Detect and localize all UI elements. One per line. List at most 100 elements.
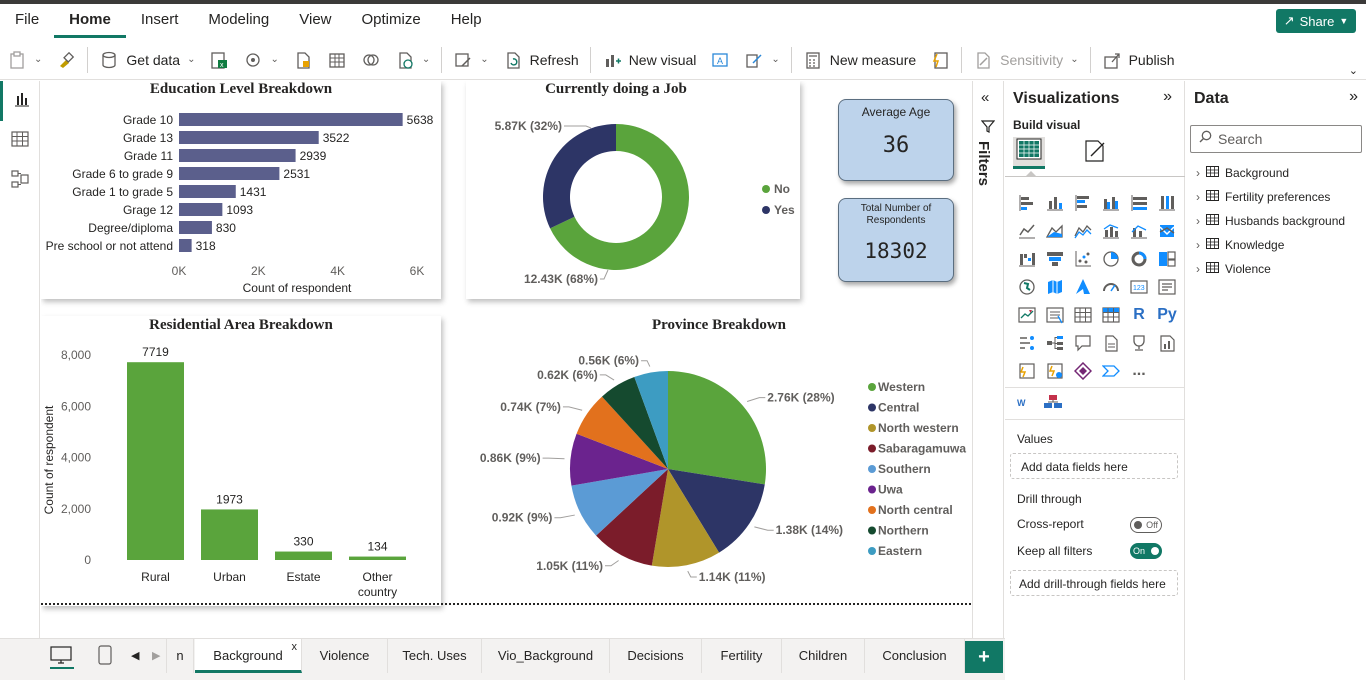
sql-button[interactable] xyxy=(286,44,320,76)
stacked-area-chart-icon[interactable] xyxy=(1069,217,1097,245)
enter-data-button[interactable] xyxy=(320,44,354,76)
mobile-layout-button[interactable] xyxy=(98,645,112,670)
excel-button[interactable]: x xyxy=(202,44,236,76)
treemap-icon[interactable] xyxy=(1153,245,1181,273)
clustered-column-chart-icon[interactable] xyxy=(1097,189,1125,217)
share-button[interactable]: ↗ Share ▼ xyxy=(1276,9,1356,33)
model-view-button[interactable] xyxy=(0,161,40,201)
refresh-button[interactable]: Refresh xyxy=(496,44,586,76)
dataverse-button[interactable] xyxy=(354,44,388,76)
table-item-fertility[interactable]: › Fertility preferences xyxy=(1196,185,1345,209)
table-item-violence[interactable]: › Violence xyxy=(1196,257,1345,281)
drill-through-drop-zone[interactable]: Add drill-through fields here xyxy=(1010,570,1178,596)
slicer-icon[interactable] xyxy=(1041,301,1069,329)
tab-children[interactable]: Children xyxy=(782,639,865,673)
line-and-column-icon[interactable] xyxy=(1097,217,1125,245)
recent-sources-button[interactable]: ⌄ xyxy=(388,44,437,76)
cross-report-toggle[interactable]: Off xyxy=(1130,517,1162,533)
desktop-layout-button[interactable] xyxy=(50,645,74,669)
expand-left-icon[interactable]: « xyxy=(981,89,990,106)
100-stacked-bar-icon[interactable] xyxy=(1125,189,1153,217)
decomposition-tree-icon[interactable] xyxy=(1041,329,1069,357)
r-visual-icon[interactable]: R xyxy=(1125,301,1153,329)
goals-icon[interactable] xyxy=(1125,329,1153,357)
report-view-button[interactable] xyxy=(0,81,40,121)
new-visual-button[interactable]: New visual xyxy=(595,44,704,76)
python-visual-icon[interactable]: Py xyxy=(1153,301,1181,329)
onelake-button[interactable]: ⌄ xyxy=(236,44,285,76)
total-respondents-card[interactable]: Total Number of Respondents 18302 xyxy=(838,198,954,282)
average-age-card[interactable]: Average Age 36 xyxy=(838,99,954,181)
key-influencers-icon[interactable] xyxy=(1013,329,1041,357)
quick-measure-button[interactable] xyxy=(923,44,957,76)
power-automate-icon[interactable] xyxy=(1041,357,1069,385)
map-icon[interactable] xyxy=(1013,273,1041,301)
donut-chart-icon[interactable] xyxy=(1125,245,1153,273)
tab-conclusion[interactable]: Conclusion xyxy=(865,639,965,673)
menu-modeling[interactable]: Modeling xyxy=(208,11,270,28)
tab-decisions[interactable]: Decisions xyxy=(610,639,702,673)
pie-chart-icon[interactable] xyxy=(1097,245,1125,273)
table-item-knowledge[interactable]: › Knowledge xyxy=(1196,233,1345,257)
search-box[interactable]: Search xyxy=(1190,125,1362,153)
menu-insert[interactable]: Insert xyxy=(140,11,179,28)
funnel-chart-icon[interactable] xyxy=(1041,245,1069,273)
tab-vio-background[interactable]: Vio_Background xyxy=(482,639,610,673)
waterfall-chart-icon[interactable] xyxy=(1013,245,1041,273)
matrix-icon[interactable] xyxy=(1097,301,1125,329)
menu-view[interactable]: View xyxy=(299,11,332,28)
table-item-husbands[interactable]: › Husbands background xyxy=(1196,209,1345,233)
line-chart-icon[interactable] xyxy=(1013,217,1041,245)
tab-background[interactable]: Background x xyxy=(195,639,302,673)
paginated-report-icon[interactable] xyxy=(1153,329,1181,357)
paste-button[interactable]: ⌄ xyxy=(0,44,49,76)
tab-fertility[interactable]: Fertility xyxy=(702,639,782,673)
stacked-bar-chart-icon[interactable] xyxy=(1013,189,1041,217)
narrative-icon[interactable] xyxy=(1097,329,1125,357)
text-box-button[interactable]: A xyxy=(703,44,737,76)
format-painter-button[interactable] xyxy=(49,44,83,76)
table-visual-icon[interactable] xyxy=(1069,301,1097,329)
job-visual[interactable]: Currently doing a Job 5.87K (32%) 12.43K … xyxy=(466,81,800,299)
card-icon[interactable]: 123 xyxy=(1125,273,1153,301)
add-page-button[interactable]: + xyxy=(965,641,1003,673)
values-drop-zone[interactable]: Add data fields here xyxy=(1010,453,1178,479)
collapse-right-icon[interactable]: » xyxy=(1163,88,1172,105)
tab-scroll-right-icon[interactable]: ▶ xyxy=(152,650,161,662)
format-visual-tab[interactable] xyxy=(1079,137,1111,169)
qna-icon[interactable] xyxy=(1069,329,1097,357)
kpi-icon[interactable] xyxy=(1013,301,1041,329)
clustered-bar-chart-icon[interactable] xyxy=(1069,189,1097,217)
multi-row-card-icon[interactable] xyxy=(1153,273,1181,301)
azure-map-icon[interactable] xyxy=(1069,273,1097,301)
filled-map-icon[interactable] xyxy=(1041,273,1069,301)
menu-help[interactable]: Help xyxy=(450,11,482,28)
power-apps-icon[interactable] xyxy=(1069,357,1097,385)
table-view-button[interactable] xyxy=(0,121,40,161)
new-measure-button[interactable]: New measure xyxy=(796,44,923,76)
table-item-background[interactable]: › Background xyxy=(1196,161,1345,185)
province-visual[interactable]: Province Breakdown 2.76K (28%) 1.38K (14%… xyxy=(466,316,971,606)
100-stacked-column-icon[interactable] xyxy=(1153,189,1181,217)
tab-scroll-left-icon[interactable]: ◀ xyxy=(131,650,140,662)
get-data-button[interactable]: Get data ⌄ xyxy=(92,44,202,76)
collapse-right-icon[interactable]: » xyxy=(1349,88,1358,105)
tab-close-icon[interactable]: x xyxy=(291,641,298,653)
tab-tech-uses[interactable]: Tech. Uses xyxy=(388,639,482,673)
menu-optimize[interactable]: Optimize xyxy=(361,11,421,28)
smart-narrative-icon[interactable] xyxy=(1097,357,1125,385)
more-visuals-ellipsis[interactable]: ... xyxy=(1132,362,1146,379)
more-visuals-button[interactable]: ⌄ xyxy=(737,44,786,76)
residential-visual[interactable]: Residential Area Breakdown 0 2,000 4,000 6,… xyxy=(41,316,441,606)
area-chart-icon[interactable] xyxy=(1041,217,1069,245)
filters-pane[interactable]: « Filters xyxy=(972,81,1004,638)
ribbon-chart-icon[interactable] xyxy=(1153,217,1181,245)
line-and-clustered-column-icon[interactable] xyxy=(1125,217,1153,245)
menu-file[interactable]: File xyxy=(15,11,40,28)
keep-filters-toggle[interactable]: On xyxy=(1130,543,1162,559)
metrics-icon[interactable] xyxy=(1013,357,1041,385)
build-visual-tab[interactable] xyxy=(1013,137,1045,169)
tab-partial[interactable]: n xyxy=(166,639,194,673)
scatter-chart-icon[interactable] xyxy=(1069,245,1097,273)
sensitivity-button[interactable]: Sensitivity ⌄ xyxy=(966,44,1085,76)
